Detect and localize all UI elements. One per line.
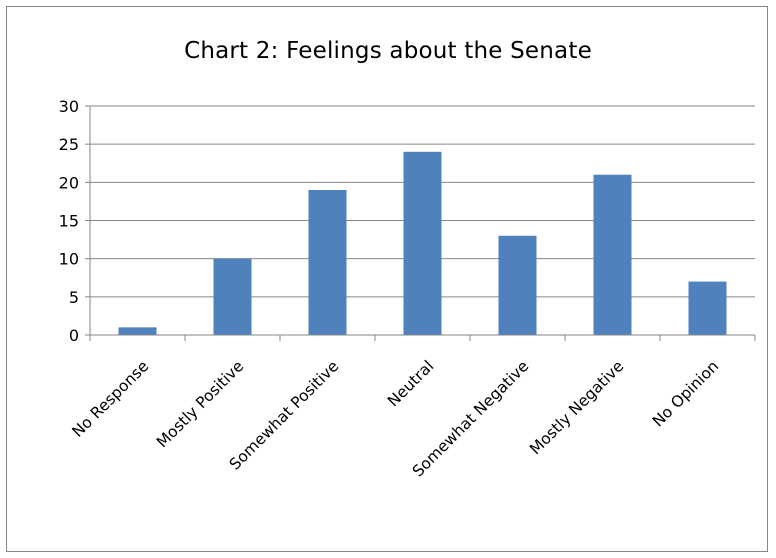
x-category-label: No Response: [69, 357, 153, 441]
bar: [498, 235, 537, 335]
bar: [403, 151, 442, 335]
y-tick-label: 30: [59, 97, 79, 116]
y-tick-label: 10: [59, 250, 79, 269]
x-category-label: Mostly Negative: [526, 357, 627, 458]
bar: [593, 174, 632, 335]
y-tick-label: 25: [59, 135, 79, 154]
x-category-label: Neutral: [384, 357, 437, 410]
y-tick-label: 20: [59, 173, 79, 192]
y-tick-label: 0: [69, 326, 79, 345]
y-tick-label: 5: [69, 288, 79, 307]
bar: [688, 281, 727, 335]
bar: [213, 258, 252, 335]
x-category-label: No Opinion: [649, 357, 722, 430]
y-tick-label: 15: [59, 212, 79, 231]
x-category-label: Somewhat Positive: [226, 357, 342, 473]
chart-title: Chart 2: Feelings about the Senate: [184, 38, 592, 64]
bar: [118, 327, 157, 335]
chart-frame: [6, 6, 768, 552]
x-category-label: Mostly Positive: [153, 357, 247, 451]
bar: [308, 189, 347, 335]
